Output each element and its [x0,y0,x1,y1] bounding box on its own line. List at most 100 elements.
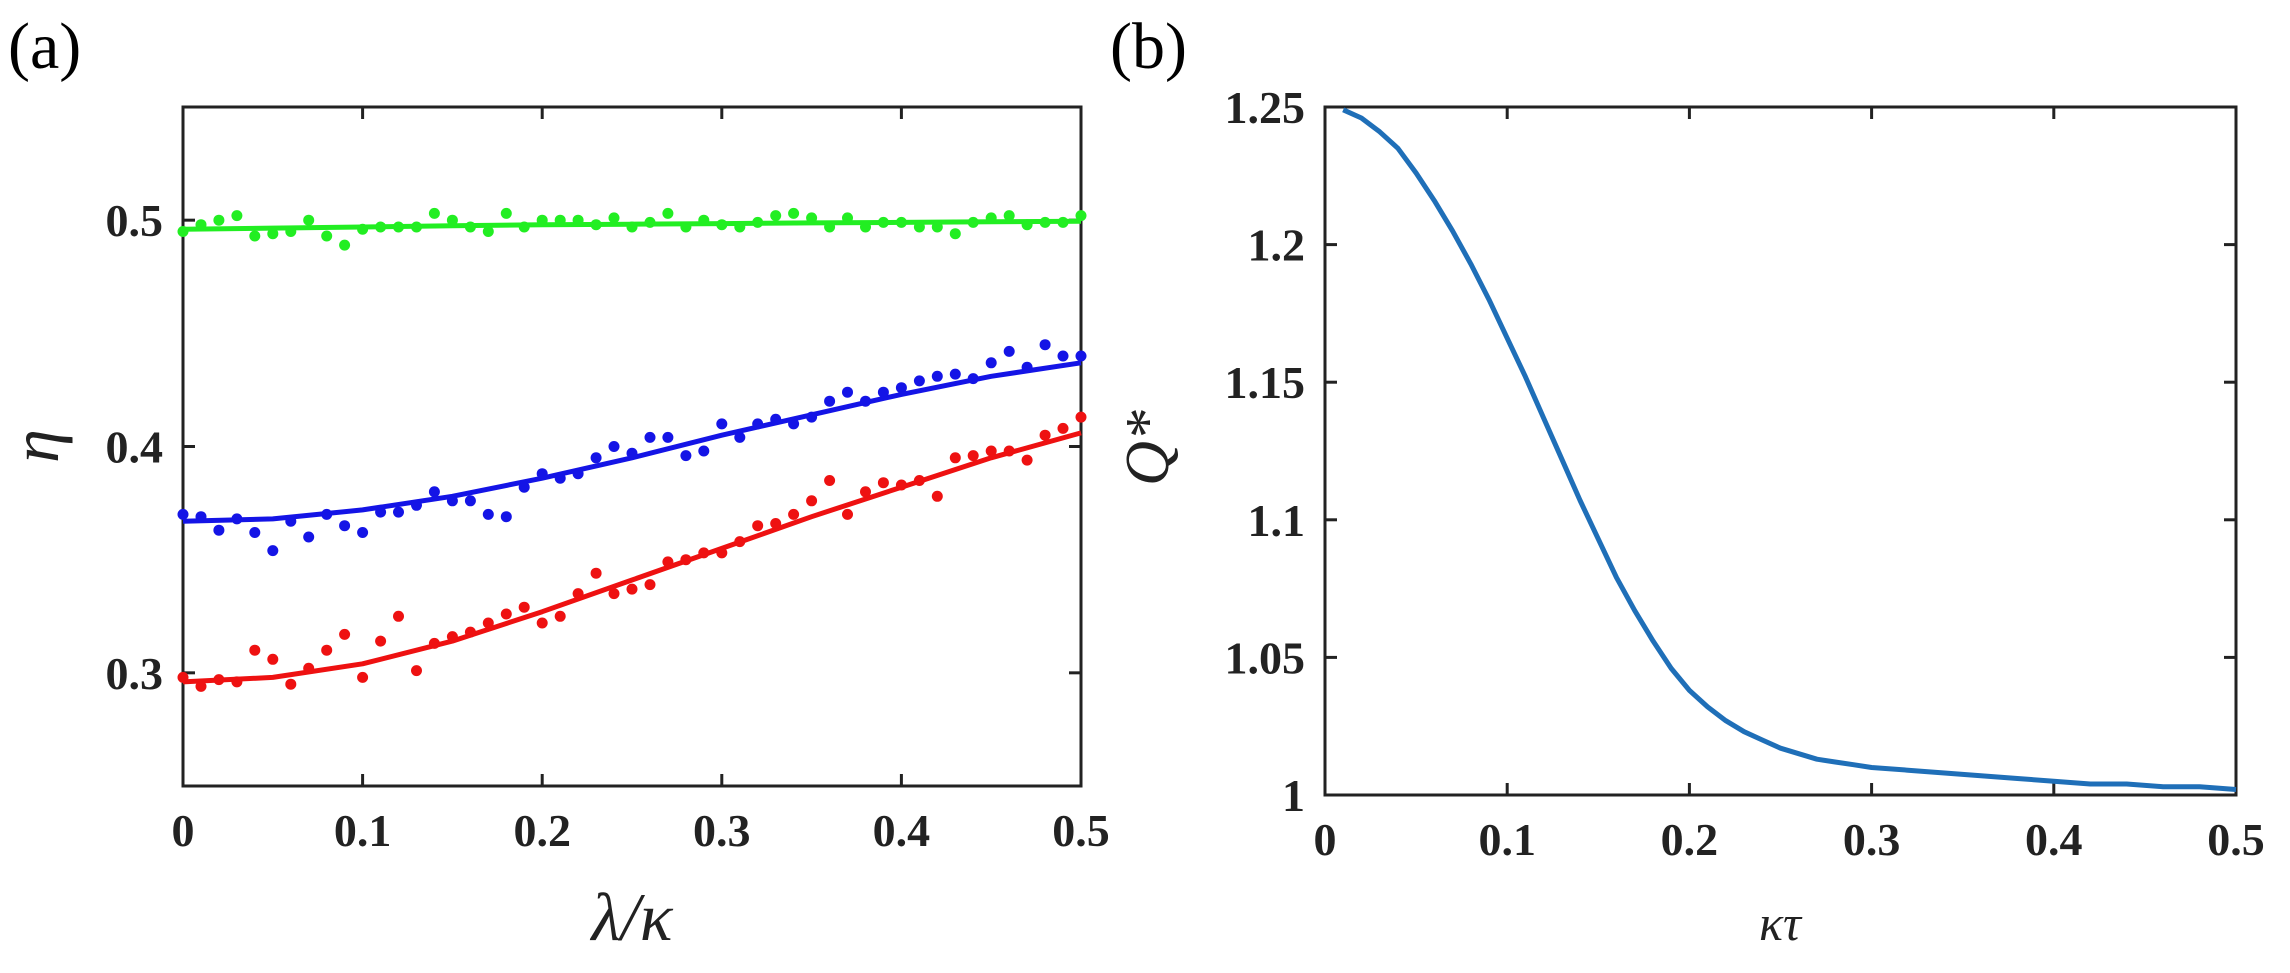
data-point-red [195,680,207,692]
data-point-red [931,490,943,502]
data-point-red [608,588,620,600]
data-point-red [393,610,404,622]
panel-a-ticks [181,107,1083,786]
data-point-green [680,221,692,233]
data-point-blue [195,511,207,523]
panel-b-tick-labels: 0 0.1 0.2 0.3 0.4 0.5 1 1.05 1.1 1.15 1.2 1.25 [1225,82,2265,865]
panel-b-ytick-label: 1.25 [1225,82,1306,133]
data-point-red [1039,429,1051,441]
panel-b-ylabel: Q* [1114,410,1182,486]
panel-a-ytick-label: 0.4 [106,422,164,473]
data-point-green [716,219,728,231]
data-point-blue [680,450,692,462]
data-point-green [698,214,710,226]
data-point-red [428,637,440,649]
data-point-blue [321,508,333,520]
data-point-blue [536,468,548,480]
data-point-red [177,671,189,683]
data-point-green [1039,216,1051,228]
panel-b-xtick-label: 0.4 [2025,814,2083,865]
data-point-blue [626,447,638,459]
data-point-green [518,221,530,233]
data-point-green [931,221,943,233]
data-point-red [913,475,925,486]
panel-a-frame [181,105,1083,788]
data-point-green [482,226,494,237]
data-point-green [303,214,315,226]
data-point-red [249,644,261,656]
panel-a-xtick-label: 0.2 [513,805,571,856]
panel-b-ytick-label: 1.2 [1248,220,1306,271]
panel-b-xlabel: κτ [1759,895,1803,951]
data-point-blue [662,431,674,443]
panel-b-ytick-label: 1.1 [1248,495,1306,546]
data-point-blue [411,499,422,511]
panel-b-xtick-label: 0 [1314,814,1337,865]
data-point-blue [698,445,710,457]
data-point-green [734,221,746,233]
data-point-red [895,479,907,491]
data-point-green [806,212,818,224]
data-point-blue [375,506,387,518]
data-point-red [698,547,710,559]
data-point-green [788,207,800,219]
data-point-blue [752,418,764,430]
panel-a-xtick-label: 0.1 [334,805,392,856]
q-star-curve [1342,107,2237,792]
fit-line-blue [182,360,1082,524]
data-point-red [213,674,225,686]
data-point-red [1057,422,1069,434]
data-point-green [877,216,889,228]
data-point-red [446,631,458,643]
data-point-green [428,207,440,219]
data-point-red [877,477,889,489]
data-point-red [644,579,656,591]
panel-b-xtick-label: 0.3 [1843,814,1901,865]
panel-a-xtick-label: 0 [172,805,195,856]
data-point-green [249,230,261,242]
data-point-blue [393,506,404,518]
data-point-green [1021,219,1033,231]
data-point-blue [231,513,243,525]
data-point-green [770,210,782,222]
data-point-green [375,221,387,233]
data-point-green [536,214,548,226]
data-point-red [860,486,871,498]
data-point-green [321,230,333,242]
data-point-red [375,635,387,647]
panel-b: (b) 0 0.1 0.2 0.3 0.4 0.511.051.11.151.21.25 … [1110,10,2265,951]
data-point-green [177,226,189,237]
data-point-green [644,216,656,228]
data-point-red [824,475,836,486]
data-point-green [554,214,566,226]
data-point-green [967,216,979,228]
data-point-red [1003,445,1015,457]
data-point-red [357,671,369,683]
panel-a-tick-labels: 0 0.1 0.2 0.3 0.4 0.5 0.3 0.4 0.5 [106,195,1110,856]
data-point-green [985,212,997,224]
data-point-blue [842,386,853,398]
data-point-green [267,228,279,240]
panel-a: (a) 0 0.1 0.2 0.3 0.4 0.5 0.3 0.4 0.5 λ/κ η [0,10,1110,955]
data-point-red [231,676,243,688]
data-point-blue [895,382,907,394]
panel-b-frame [1323,105,2238,797]
data-point-green [626,221,638,233]
data-point-green [500,207,512,219]
data-point-red [572,588,584,600]
data-point-blue [446,495,458,507]
data-point-red [411,665,422,677]
data-point-green [464,221,476,233]
data-point-blue [877,386,889,398]
panel-b-ticks [1323,105,2238,797]
data-point-blue [590,452,602,464]
data-point-blue [357,527,369,538]
data-point-green [662,207,674,219]
data-point-red [321,644,333,656]
data-point-blue [734,431,746,443]
panel-b-curve [1342,107,2237,792]
data-point-green [860,221,871,233]
data-point-red [464,626,476,638]
data-point-blue [1057,350,1069,362]
data-point-blue [572,468,584,480]
